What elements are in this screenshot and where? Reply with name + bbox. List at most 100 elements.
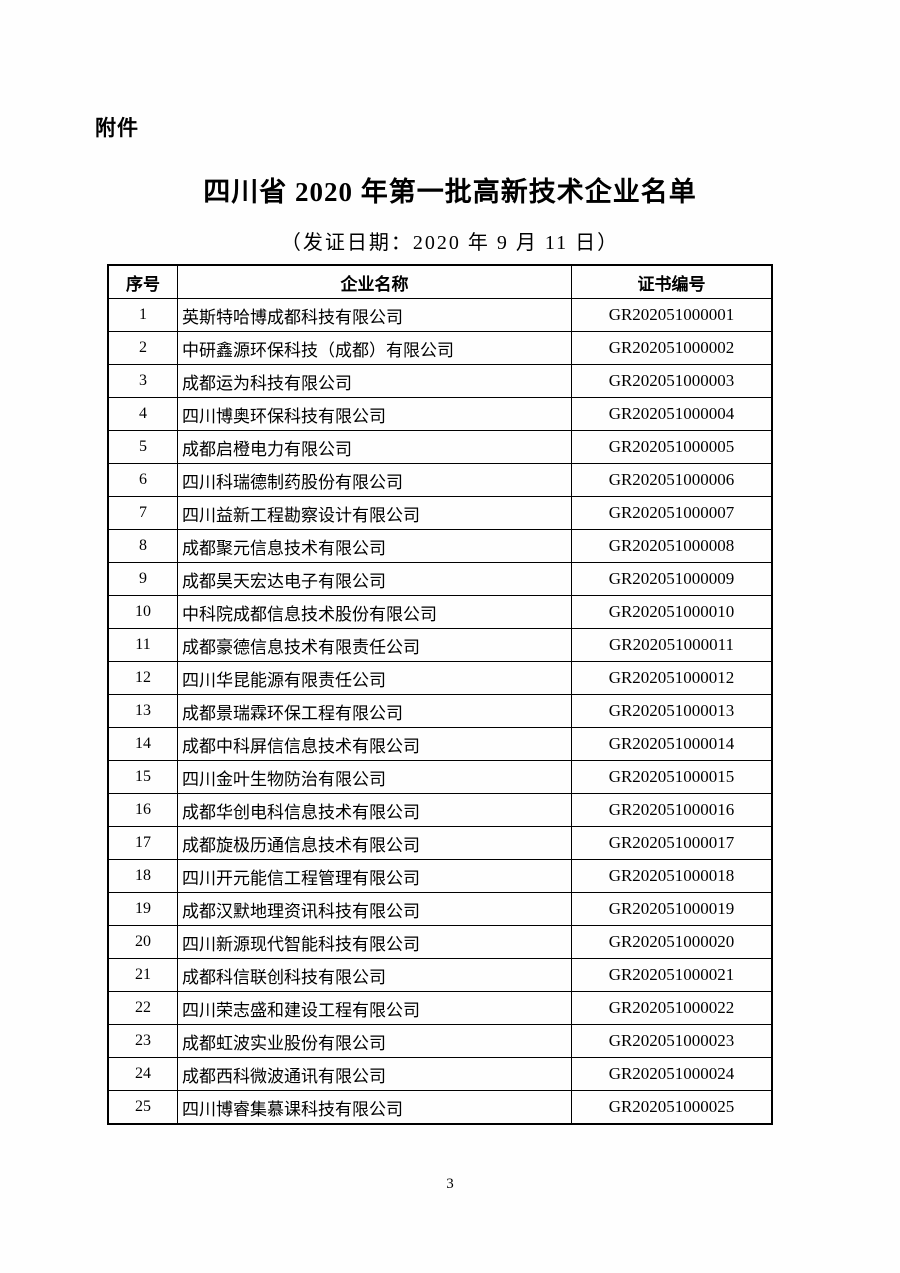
header-serial-number: 序号 [107,264,178,299]
certificate-number-cell: GR202051000003 [571,364,773,398]
serial-number-cell: 1 [107,298,178,332]
serial-number-cell: 14 [107,727,178,761]
enterprise-name-cell: 四川新源现代智能科技有限公司 [177,925,572,959]
table-row: 4 四川博奥环保科技有限公司 GR202051000004 [107,397,773,431]
certificate-number-cell: GR202051000009 [571,562,773,596]
serial-number-cell: 24 [107,1057,178,1091]
enterprise-name-cell: 四川益新工程勘察设计有限公司 [177,496,572,530]
serial-number-cell: 19 [107,892,178,926]
table-row: 21 成都科信联创科技有限公司 GR202051000021 [107,958,773,992]
serial-number-cell: 4 [107,397,178,431]
serial-number-cell: 10 [107,595,178,629]
enterprise-name-cell: 成都科信联创科技有限公司 [177,958,572,992]
enterprise-name-cell: 成都聚元信息技术有限公司 [177,529,572,563]
certificate-number-cell: GR202051000021 [571,958,773,992]
certificate-number-cell: GR202051000017 [571,826,773,860]
enterprise-name-cell: 成都华创电科信息技术有限公司 [177,793,572,827]
table-row: 19 成都汉默地理资讯科技有限公司 GR202051000019 [107,892,773,926]
table-row: 9 成都昊天宏达电子有限公司 GR202051000009 [107,562,773,596]
certificate-number-cell: GR202051000011 [571,628,773,662]
table-row: 12 四川华昆能源有限责任公司 GR202051000012 [107,661,773,695]
document-title: 四川省 2020 年第一批高新技术企业名单 [203,177,697,207]
serial-number-cell: 9 [107,562,178,596]
certificate-number-cell: GR202051000010 [571,595,773,629]
certificate-number-cell: GR202051000001 [571,298,773,332]
table-row: 3 成都运为科技有限公司 GR202051000003 [107,364,773,398]
certificate-number-cell: GR202051000025 [571,1090,773,1125]
header-certificate-number: 证书编号 [571,264,773,299]
table-row: 11 成都豪德信息技术有限责任公司 GR202051000011 [107,628,773,662]
certificate-number-cell: GR202051000014 [571,727,773,761]
table-row: 5 成都启橙电力有限公司 GR202051000005 [107,430,773,464]
table-row: 20 四川新源现代智能科技有限公司 GR202051000020 [107,925,773,959]
certificate-number-cell: GR202051000005 [571,430,773,464]
serial-number-cell: 8 [107,529,178,563]
table-row: 22 四川荣志盛和建设工程有限公司 GR202051000022 [107,991,773,1025]
serial-number-cell: 23 [107,1024,178,1058]
page-number: 3 [446,1176,454,1192]
serial-number-cell: 22 [107,991,178,1025]
enterprise-name-cell: 四川博睿集慕课科技有限公司 [177,1090,572,1125]
certificate-number-cell: GR202051000016 [571,793,773,827]
enterprise-table: 序号 企业名称 证书编号 1 英斯特哈博成都科技有限公司 GR20205100000… [107,264,773,1125]
certificate-number-cell: GR202051000022 [571,991,773,1025]
enterprise-name-cell: 四川金叶生物防治有限公司 [177,760,572,794]
serial-number-cell: 11 [107,628,178,662]
certificate-number-cell: GR202051000020 [571,925,773,959]
header-enterprise-name: 企业名称 [177,264,572,299]
enterprise-name-cell: 成都旋极历通信息技术有限公司 [177,826,572,860]
serial-number-cell: 5 [107,430,178,464]
enterprise-name-cell: 成都西科微波通讯有限公司 [177,1057,572,1091]
enterprise-name-cell: 四川华昆能源有限责任公司 [177,661,572,695]
table-body: 1 英斯特哈博成都科技有限公司 GR202051000001 2 中研鑫源环保科技（成都… [107,298,773,1125]
certificate-number-cell: GR202051000023 [571,1024,773,1058]
certificate-number-cell: GR202051000018 [571,859,773,893]
table-row: 14 成都中科屏信信息技术有限公司 GR202051000014 [107,727,773,761]
serial-number-cell: 21 [107,958,178,992]
enterprise-name-cell: 成都运为科技有限公司 [177,364,572,398]
issue-date-subtitle: （发证日期：2020 年 9 月 11 日） [280,232,620,254]
enterprise-name-cell: 四川科瑞德制药股份有限公司 [177,463,572,497]
certificate-number-cell: GR202051000006 [571,463,773,497]
serial-number-cell: 3 [107,364,178,398]
table-header-row: 序号 企业名称 证书编号 [107,264,773,299]
serial-number-cell: 25 [107,1090,178,1125]
certificate-number-cell: GR202051000012 [571,661,773,695]
certificate-number-cell: GR202051000002 [571,331,773,365]
table-row: 25 四川博睿集慕课科技有限公司 GR202051000025 [107,1090,773,1125]
serial-number-cell: 15 [107,760,178,794]
enterprise-name-cell: 中科院成都信息技术股份有限公司 [177,595,572,629]
certificate-number-cell: GR202051000008 [571,529,773,563]
table-row: 23 成都虹波实业股份有限公司 GR202051000023 [107,1024,773,1058]
certificate-number-cell: GR202051000024 [571,1057,773,1091]
certificate-number-cell: GR202051000015 [571,760,773,794]
serial-number-cell: 6 [107,463,178,497]
enterprise-name-cell: 四川博奥环保科技有限公司 [177,397,572,431]
certificate-number-cell: GR202051000013 [571,694,773,728]
enterprise-name-cell: 成都汉默地理资讯科技有限公司 [177,892,572,926]
table-row: 1 英斯特哈博成都科技有限公司 GR202051000001 [107,298,773,332]
enterprise-name-cell: 中研鑫源环保科技（成都）有限公司 [177,331,572,365]
enterprise-name-cell: 成都虹波实业股份有限公司 [177,1024,572,1058]
certificate-number-cell: GR202051000019 [571,892,773,926]
table-row: 6 四川科瑞德制药股份有限公司 GR202051000006 [107,463,773,497]
enterprise-name-cell: 成都景瑞霖环保工程有限公司 [177,694,572,728]
table-row: 16 成都华创电科信息技术有限公司 GR202051000016 [107,793,773,827]
serial-number-cell: 17 [107,826,178,860]
serial-number-cell: 20 [107,925,178,959]
enterprise-name-cell: 四川开元能信工程管理有限公司 [177,859,572,893]
serial-number-cell: 16 [107,793,178,827]
table-row: 2 中研鑫源环保科技（成都）有限公司 GR202051000002 [107,331,773,365]
enterprise-name-cell: 英斯特哈博成都科技有限公司 [177,298,572,332]
table-row: 8 成都聚元信息技术有限公司 GR202051000008 [107,529,773,563]
enterprise-name-cell: 成都豪德信息技术有限责任公司 [177,628,572,662]
table-row: 18 四川开元能信工程管理有限公司 GR202051000018 [107,859,773,893]
attachment-label: 附件 [95,117,139,140]
certificate-number-cell: GR202051000007 [571,496,773,530]
enterprise-name-cell: 四川荣志盛和建设工程有限公司 [177,991,572,1025]
table-row: 17 成都旋极历通信息技术有限公司 GR202051000017 [107,826,773,860]
enterprise-name-cell: 成都昊天宏达电子有限公司 [177,562,572,596]
table-row: 15 四川金叶生物防治有限公司 GR202051000015 [107,760,773,794]
serial-number-cell: 18 [107,859,178,893]
